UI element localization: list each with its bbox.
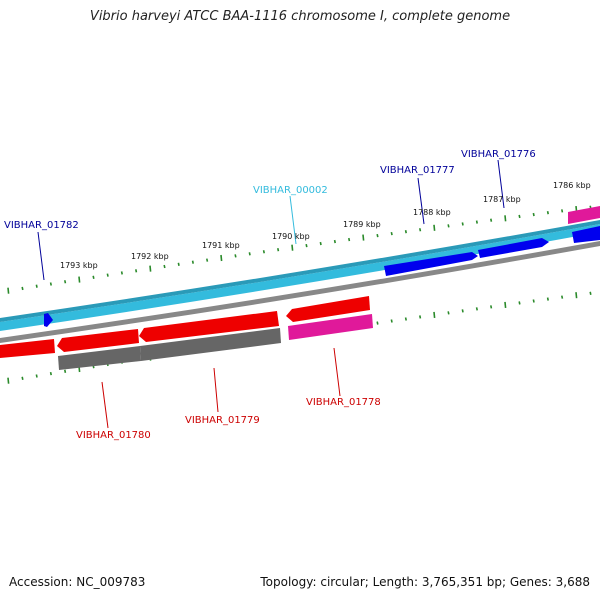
tick-mark [262, 250, 265, 254]
tick-labels: 1793 kbp 1792 kbp 1791 kbp 1790 kbp 1789… [60, 181, 591, 270]
tick-mark [21, 376, 24, 380]
tick-label: 1787 kbp [483, 195, 521, 204]
gene-label-vibhar-00002[interactable]: VIBHAR_00002 [253, 185, 328, 196]
tick-mark [220, 254, 223, 262]
tick-mark [461, 222, 464, 226]
tick-mark [64, 369, 67, 373]
tick-mark [305, 243, 308, 248]
tick-mark [149, 265, 152, 272]
tick-mark [475, 220, 478, 224]
tick-mark [546, 211, 549, 215]
tick-mark [419, 315, 422, 319]
tick-mark [35, 284, 38, 288]
label-leader-lines [37, 159, 505, 429]
map-title: Vibrio harveyi ATCC BAA-1116 chromosome … [89, 9, 511, 24]
tick-mark [504, 215, 507, 222]
tick-mark [191, 260, 194, 264]
tick-mark [504, 301, 507, 308]
tick-mark [291, 244, 294, 251]
tick-mark [106, 273, 109, 277]
tick-mark [532, 299, 535, 303]
tick-mark [7, 377, 10, 384]
reverse-cds-1 [0, 339, 55, 358]
tick-mark [518, 301, 521, 305]
tick-mark [319, 241, 322, 246]
tick-mark [532, 212, 535, 217]
gray-cds-1 [58, 346, 141, 370]
forward-cds-3 [572, 226, 600, 243]
gray-cds-2 [140, 328, 281, 361]
forward-track [0, 224, 600, 331]
tick-mark [64, 280, 67, 284]
tick-mark [433, 311, 436, 318]
tick-mark [490, 218, 493, 222]
gene-label-vibhar-01777[interactable]: VIBHAR_01777 [380, 165, 455, 176]
tick-mark [177, 262, 180, 266]
pink-cds [288, 314, 373, 340]
gene-labels: VIBHAR_01782 VIBHAR_00002 VIBHAR_01777 V… [4, 149, 536, 441]
tick-mark [333, 239, 336, 244]
tick-label: 1793 kbp [60, 261, 98, 270]
tick-mark [561, 295, 564, 299]
tick-mark [49, 282, 52, 286]
tick-mark [447, 224, 450, 228]
tick-mark [376, 233, 379, 238]
tick-mark [475, 307, 478, 311]
tick-mark [21, 286, 24, 291]
accession-text: Accession: NC_009783 [9, 575, 146, 589]
gray-track [0, 241, 600, 343]
forward-cds-2 [478, 238, 549, 258]
tick-mark [433, 224, 436, 231]
gene-label-vibhar-01778[interactable]: VIBHAR_01778 [306, 397, 381, 408]
tick-mark [376, 321, 379, 325]
tick-mark [248, 252, 251, 256]
tick-mark [78, 276, 81, 283]
tick-mark [7, 287, 10, 294]
tick-mark [92, 275, 95, 279]
tick-label: 1792 kbp [131, 252, 169, 261]
tick-label: 1788 kbp [413, 208, 451, 217]
tick-mark [419, 228, 422, 232]
gene-label-vibhar-01780[interactable]: VIBHAR_01780 [76, 430, 151, 441]
tick-mark [49, 371, 52, 376]
tick-mark [404, 317, 407, 321]
tick-mark [163, 264, 166, 269]
tick-mark [575, 292, 578, 299]
tick-label: 1791 kbp [202, 241, 240, 250]
tick-mark [348, 237, 351, 242]
gene-label-vibhar-01779[interactable]: VIBHAR_01779 [185, 415, 260, 426]
tick-label: 1786 kbp [553, 181, 591, 190]
topology-summary: Topology: circular; Length: 3,765,351 bp… [260, 575, 590, 589]
reverse-cds-3 [139, 311, 279, 342]
gene-label-vibhar-01782[interactable]: VIBHAR_01782 [4, 220, 79, 231]
upper-tick-marks [7, 205, 592, 294]
tick-mark [518, 214, 521, 219]
reverse-cds-2 [57, 329, 139, 352]
tick-mark [390, 231, 393, 236]
tick-mark [561, 209, 564, 213]
gene-label-vibhar-01776[interactable]: VIBHAR_01776 [461, 149, 536, 160]
tick-mark [404, 230, 407, 234]
pink-cds-top [568, 206, 600, 224]
tick-mark [589, 291, 592, 295]
tick-mark [362, 234, 365, 241]
tick-mark [206, 258, 209, 262]
forward-cds-1 [384, 252, 478, 276]
tick-mark [461, 309, 464, 313]
tick-label: 1790 kbp [272, 232, 310, 241]
tick-label: 1789 kbp [343, 220, 381, 229]
tick-mark [135, 269, 138, 273]
forward-track-highlight [0, 220, 600, 322]
reverse-cds-4 [286, 296, 370, 322]
tick-mark [277, 248, 280, 252]
tick-mark [447, 311, 450, 315]
tick-mark [390, 319, 393, 323]
forward-cds-small [44, 313, 53, 327]
tick-mark [546, 297, 549, 301]
tick-mark [234, 254, 237, 258]
tick-mark [120, 271, 123, 275]
tick-mark [35, 374, 38, 378]
tick-mark [490, 305, 493, 309]
